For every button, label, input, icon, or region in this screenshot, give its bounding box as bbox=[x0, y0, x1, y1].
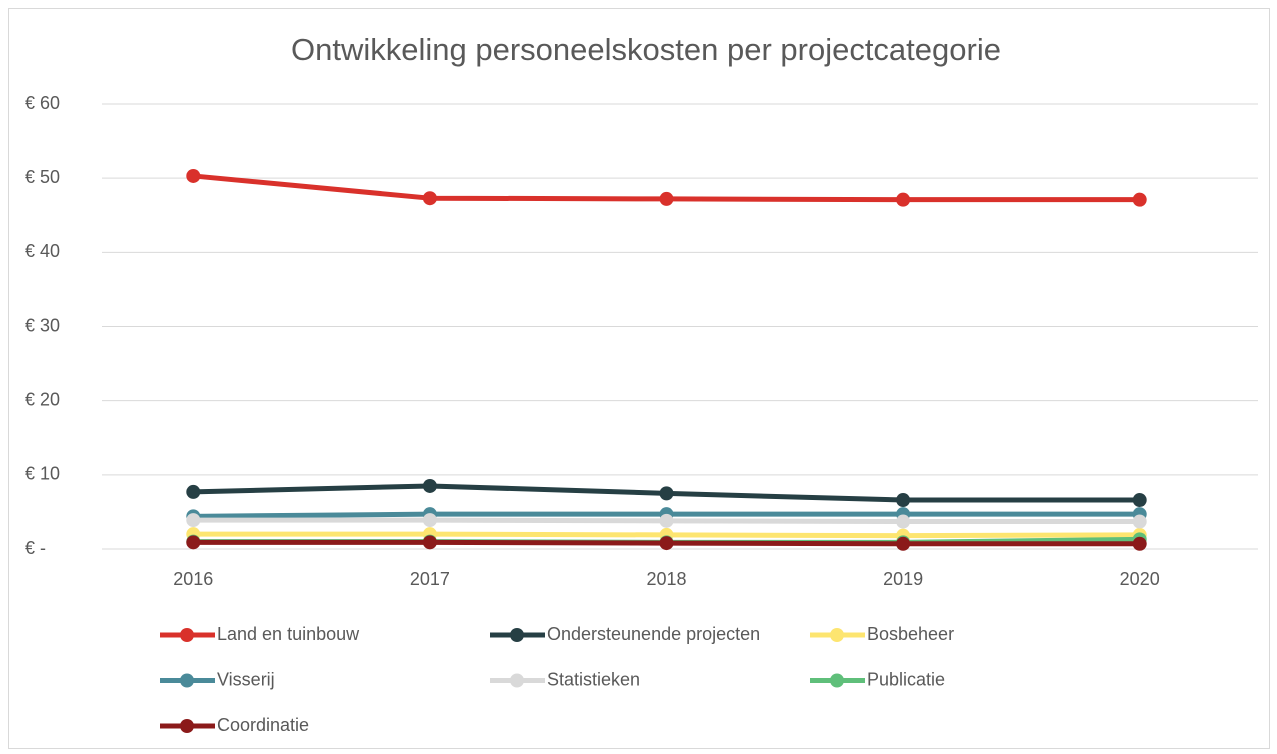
legend-label: Visserij bbox=[217, 669, 275, 689]
legend-marker bbox=[510, 628, 524, 642]
point bbox=[422, 191, 437, 206]
point bbox=[422, 535, 437, 550]
legend-marker bbox=[510, 673, 524, 688]
point bbox=[186, 484, 201, 499]
legend-marker bbox=[180, 719, 194, 733]
point bbox=[659, 191, 674, 206]
legend-marker bbox=[830, 628, 844, 642]
x-tick-label: 2016 bbox=[173, 569, 213, 589]
point bbox=[896, 536, 911, 551]
y-tick-label: € 10 bbox=[25, 464, 60, 484]
legend-marker bbox=[830, 673, 844, 688]
y-tick-label: € 40 bbox=[25, 241, 60, 261]
y-tick-label: € 50 bbox=[25, 167, 60, 187]
point bbox=[1132, 536, 1147, 551]
legend-label: Coordinatie bbox=[217, 715, 309, 735]
legend-label: Bosbeheer bbox=[867, 624, 954, 644]
point bbox=[896, 192, 911, 207]
y-tick-label: € - bbox=[25, 538, 46, 558]
y-tick-label: € 60 bbox=[25, 93, 60, 113]
x-tick-label: 2017 bbox=[410, 569, 450, 589]
point bbox=[896, 493, 911, 508]
point bbox=[186, 168, 201, 183]
x-tick-label: 2018 bbox=[646, 569, 686, 589]
chart-title: Ontwikkeling personeelskosten per projec… bbox=[291, 32, 1001, 67]
legend-label: Statistieken bbox=[547, 669, 640, 689]
point bbox=[186, 535, 201, 550]
point bbox=[422, 478, 437, 493]
y-tick-label: € 20 bbox=[25, 389, 60, 409]
legend-marker bbox=[180, 628, 194, 642]
point bbox=[186, 513, 201, 528]
chart-frame bbox=[8, 8, 1270, 749]
point bbox=[659, 486, 674, 501]
x-tick-label: 2019 bbox=[883, 569, 923, 589]
legend-label: Land en tuinbouw bbox=[217, 624, 360, 644]
point bbox=[1132, 514, 1147, 529]
point bbox=[422, 513, 437, 528]
legend-label: Ondersteunende projecten bbox=[547, 624, 760, 644]
point bbox=[1132, 192, 1147, 207]
point bbox=[1132, 493, 1147, 508]
y-tick-label: € 30 bbox=[25, 315, 60, 335]
x-tick-label: 2020 bbox=[1120, 569, 1160, 589]
point bbox=[659, 536, 674, 551]
legend-label: Publicatie bbox=[867, 669, 945, 689]
point bbox=[896, 514, 911, 529]
point bbox=[659, 513, 674, 528]
legend-marker bbox=[180, 673, 194, 688]
